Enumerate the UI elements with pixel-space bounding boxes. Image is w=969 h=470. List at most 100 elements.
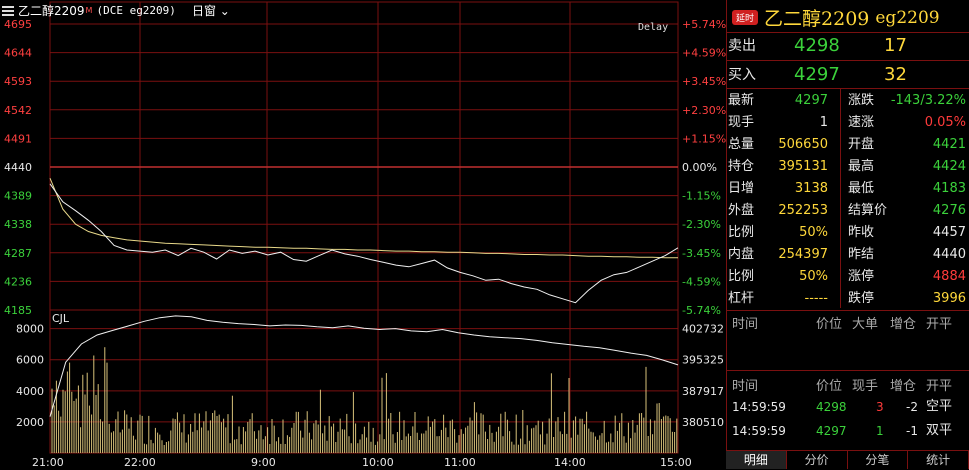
- trade-price: 4297: [816, 424, 847, 438]
- stat-row: 总量 506650 开盘 4421: [726, 134, 969, 156]
- quote-header: 延时 乙二醇2209 eg2209: [732, 4, 940, 31]
- stat-label: 日增: [728, 181, 755, 196]
- stat-label: 涨跌: [848, 93, 875, 108]
- trade-time: 14:59:59: [732, 424, 786, 438]
- trade-time: 14:59:59: [732, 400, 786, 414]
- period-label: 日窗: [191, 4, 216, 18]
- chevron-down-icon: ⌄: [219, 4, 230, 18]
- stat-label: 开盘: [848, 137, 875, 152]
- price-tick-label: 4338: [4, 218, 32, 231]
- stat-label: 最高: [848, 159, 875, 174]
- percent-tick-label: +2.30%: [682, 104, 726, 117]
- stat-label: 跌停: [848, 291, 875, 306]
- trade-oi: -2: [906, 400, 918, 414]
- menu-icon[interactable]: [2, 5, 14, 16]
- stat-value: 395131: [778, 159, 828, 174]
- percent-tick-label: -5.74%: [682, 304, 721, 317]
- volume-tick-label: 6000: [16, 354, 44, 367]
- stat-value: 50%: [799, 225, 828, 240]
- stat-value: 4424: [932, 159, 966, 174]
- stat-label: 涨停: [848, 269, 875, 284]
- open-interest-tick-label: 395325: [682, 354, 724, 367]
- open-interest-tick-label: 387917: [682, 385, 724, 398]
- stat-label: 现手: [728, 115, 755, 130]
- time-tick-label: 10:00: [362, 456, 394, 469]
- stat-label: 比例: [728, 225, 755, 240]
- bid-row[interactable]: 买入 4297 32: [726, 64, 969, 86]
- stat-value: 4276: [932, 203, 966, 218]
- stat-row: 现手 1 速涨 0.05%: [726, 112, 969, 134]
- period-dropdown[interactable]: 日窗 ⌄: [192, 2, 230, 19]
- trade-row[interactable]: 14:59:59 4297 1 -1 双平: [726, 420, 969, 442]
- tab-tick-trades[interactable]: 分笔: [847, 450, 909, 469]
- percent-tick-label: 0.00%: [682, 161, 717, 174]
- stat-label: 内盘: [728, 247, 755, 262]
- price-tick-label: 4440: [4, 161, 32, 174]
- price-tick-label: 4695: [4, 18, 32, 31]
- percent-tick-label: +5.74%: [682, 18, 726, 31]
- stat-label: 昨收: [848, 225, 875, 240]
- percent-tick-label: +1.15%: [682, 132, 726, 145]
- bid-price: 4297: [794, 64, 840, 85]
- ask-label: 卖出: [728, 38, 756, 54]
- stat-label: 速涨: [848, 115, 875, 130]
- chart-header: 乙二醇2209 M (DCE eg2209) 日窗 ⌄: [2, 2, 230, 19]
- tab-detail[interactable]: 明细: [726, 450, 787, 469]
- time-tick-label: 21:00: [32, 456, 64, 469]
- stat-value: 50%: [799, 269, 828, 284]
- ask-row[interactable]: 卖出 4298 17: [726, 35, 969, 57]
- price-tick-label: 4644: [4, 47, 32, 60]
- price-tick-label: 4287: [4, 247, 32, 260]
- tab-statistics[interactable]: 统计: [908, 450, 969, 469]
- percent-tick-label: +3.45%: [682, 75, 726, 88]
- percent-tick-label: +4.59%: [682, 47, 726, 60]
- stat-label: 外盘: [728, 203, 755, 218]
- time-tick-label: 11:00: [444, 456, 476, 469]
- percent-tick-label: -3.45%: [682, 247, 721, 260]
- stat-row: 内盘 254397 昨结 4440: [726, 244, 969, 266]
- stat-label: 结算价: [848, 203, 888, 218]
- stat-row: 比例 50% 涨停 4884: [726, 266, 969, 288]
- stat-value: 252253: [778, 203, 828, 218]
- stat-row: 日增 3138 最低 4183: [726, 178, 969, 200]
- quote-panel: 延时 乙二醇2209 eg2209 卖出 4298 17 买入 4297 32 …: [726, 0, 969, 469]
- price-tick-label: 4542: [4, 104, 32, 117]
- stat-value: 0.05%: [924, 115, 966, 130]
- stat-value: 4440: [932, 247, 966, 262]
- price-tick-label: 4236: [4, 275, 32, 288]
- title-marker: M: [85, 6, 93, 15]
- stat-value: 4297: [794, 93, 828, 108]
- trade-row[interactable]: 14:59:59 4298 3 -2 空平: [726, 396, 969, 418]
- stat-value: 4183: [932, 181, 966, 196]
- trade-price: 4298: [816, 400, 847, 414]
- price-tick-label: 4389: [4, 190, 32, 203]
- instrument-code: eg2209: [875, 7, 940, 28]
- stat-value: 254397: [778, 247, 828, 262]
- stat-value: -----: [804, 291, 828, 306]
- chart-title: 乙二醇2209: [18, 4, 85, 18]
- trade-qty: 3: [876, 400, 884, 414]
- time-tick-label: 22:00: [124, 456, 156, 469]
- stat-row: 比例 50% 昨收 4457: [726, 222, 969, 244]
- bid-qty: 32: [884, 64, 907, 85]
- trade-oi: -1: [906, 424, 918, 438]
- open-interest-tick-label: 380510: [682, 416, 724, 429]
- stat-value: 3996: [932, 291, 966, 306]
- tab-price-distribution[interactable]: 分价: [786, 450, 848, 469]
- intraday-chart[interactable]: 4695 +5.74% 4644 +4.59% 4593 +3.45% 4542 +2.30%…: [0, 0, 726, 469]
- stats-grid: 最新 4297 涨跌 -143/3.22% 现手 1 速涨 0.05% 总量 506650 开盘 44…: [726, 88, 969, 308]
- stat-row: 持仓 395131 最高 4424: [726, 156, 969, 178]
- time-tick-label: 14:00: [554, 456, 586, 469]
- stat-label: 比例: [728, 269, 755, 284]
- stat-value: 4421: [932, 137, 966, 152]
- price-line: [49, 183, 679, 304]
- stat-value: -143/3.22%: [890, 93, 966, 108]
- average-price-line: [49, 178, 678, 259]
- percent-tick-label: -2.30%: [682, 218, 721, 231]
- stat-label: 昨结: [848, 247, 875, 262]
- time-tick-label: 9:00: [251, 456, 276, 469]
- stat-label: 总量: [728, 137, 755, 152]
- price-tick-label: 4491: [4, 132, 32, 145]
- percent-tick-label: -1.15%: [682, 190, 721, 203]
- instrument-name: 乙二醇2209: [764, 8, 870, 30]
